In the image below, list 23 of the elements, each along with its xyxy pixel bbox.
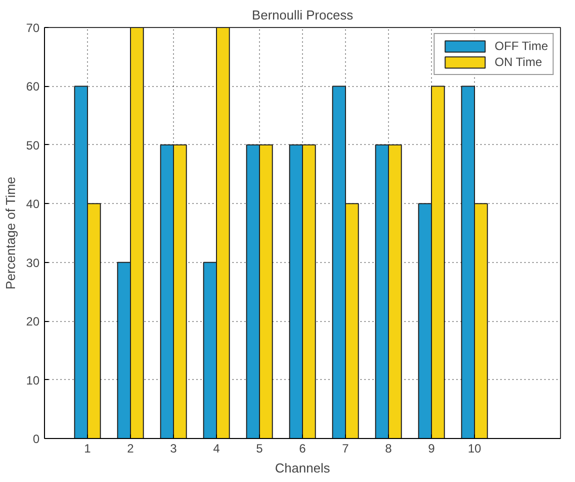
chart-title: Bernoulli Process xyxy=(252,8,354,22)
x-tick-label: 1 xyxy=(84,442,92,456)
x-axis-title: Channels xyxy=(275,460,330,476)
y-tick-label: 60 xyxy=(26,80,40,94)
y-axis-title: Percentage of Time xyxy=(3,176,18,290)
x-tick-label: 9 xyxy=(428,442,436,456)
y-tick-label: 30 xyxy=(26,256,40,270)
x-tick-label: 5 xyxy=(256,442,264,456)
x-tick-label: 3 xyxy=(170,442,178,456)
y-tick-label: 70 xyxy=(26,21,40,35)
x-tick-label: 6 xyxy=(299,442,306,456)
y-tick-label: 40 xyxy=(26,197,40,212)
legend-label: ON Time xyxy=(494,55,542,69)
legend-label: OFF Time xyxy=(494,39,548,53)
x-tick-label: 10 xyxy=(468,442,482,456)
x-tick-label: 4 xyxy=(213,442,220,456)
y-tick-label: 20 xyxy=(26,314,40,329)
x-tick-label: 7 xyxy=(342,442,350,456)
y-tick-label: 0 xyxy=(32,432,40,446)
y-tick-label: 50 xyxy=(26,138,40,152)
x-tick-label: 8 xyxy=(385,442,392,456)
y-tick-label: 10 xyxy=(26,373,40,388)
x-tick-label: 2 xyxy=(127,442,134,456)
